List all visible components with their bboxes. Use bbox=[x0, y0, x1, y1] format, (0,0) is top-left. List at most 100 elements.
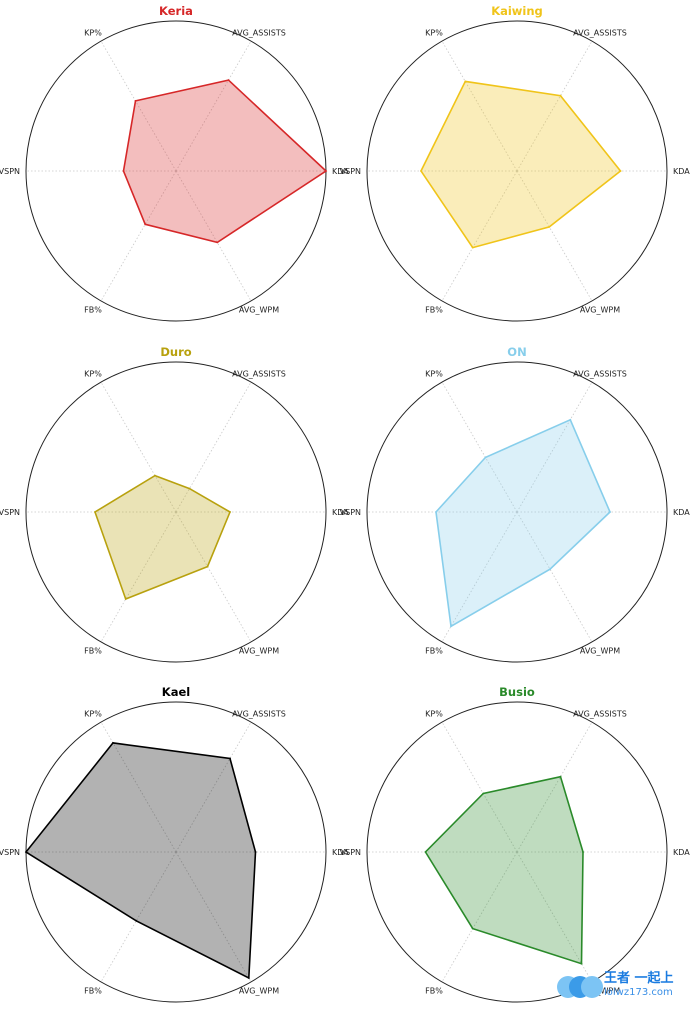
radar-series-kaiwing bbox=[420, 80, 622, 249]
axis-label-fb-: FB% bbox=[425, 646, 443, 655]
radar-point-kp% bbox=[464, 80, 467, 83]
radar-point-avg_assists bbox=[188, 487, 191, 490]
radar-point-kp% bbox=[154, 474, 156, 477]
radar-point-kp% bbox=[484, 456, 487, 459]
radar-spoke bbox=[100, 381, 177, 513]
radar-point-fb% bbox=[471, 927, 474, 930]
radar-spoke bbox=[175, 511, 252, 643]
radar-spoke bbox=[441, 40, 518, 172]
axis-label-kp-: KP% bbox=[425, 710, 443, 719]
axis-label-avg-assists: AVG_ASSISTS bbox=[232, 370, 286, 379]
radar-spoke bbox=[516, 170, 593, 302]
radar-point-kda bbox=[609, 511, 611, 513]
radar-chart-duro: KDA AVG_ASSISTS KP% VSPN FB% AVG_WPM Duro bbox=[0, 345, 349, 663]
watermark-badge-icon bbox=[557, 976, 603, 998]
axis-label-avg-assists: AVG_ASSISTS bbox=[573, 710, 627, 719]
radar-point-kda bbox=[582, 851, 584, 853]
radar-spoke bbox=[175, 721, 252, 853]
axis-label-avg-wpm: AVG_WPM bbox=[239, 986, 279, 995]
axis-label-avg-assists: AVG_ASSISTS bbox=[573, 29, 627, 38]
radar-point-avg_wpm bbox=[216, 241, 219, 244]
axis-label-vspn: VSPN bbox=[0, 167, 20, 176]
radar-point-fb% bbox=[135, 919, 138, 922]
axis-label-avg-wpm: AVG_WPM bbox=[580, 305, 620, 314]
radar-spoke bbox=[100, 40, 177, 172]
radar-point-fb% bbox=[124, 598, 127, 600]
axis-label-kp-: KP% bbox=[425, 370, 443, 379]
radar-outer-circle bbox=[25, 361, 327, 663]
chart-title: Busio bbox=[499, 685, 535, 699]
radar-series-duro bbox=[94, 474, 232, 601]
axis-label-avg-wpm: AVG_WPM bbox=[239, 305, 279, 314]
axis-label-vspn: VSPN bbox=[340, 167, 361, 176]
radar-spoke bbox=[441, 721, 518, 853]
axis-label-avg-assists: AVG_ASSISTS bbox=[232, 710, 286, 719]
radar-point-vspn bbox=[424, 851, 427, 853]
radar-outer-circle bbox=[366, 20, 668, 322]
chart-title: ON bbox=[507, 345, 526, 359]
radar-point-vspn bbox=[420, 170, 422, 172]
radar-chart-on: KDA AVG_ASSISTS KP% VSPN FB% AVG_WPM ON bbox=[340, 345, 690, 663]
radar-spoke bbox=[100, 511, 177, 643]
radar-chart-kael: KDA AVG_ASSISTS KP% VSPN FB% AVG_WPM Kael bbox=[0, 685, 349, 1003]
radar-spoke bbox=[516, 381, 593, 513]
radar-point-kda bbox=[229, 511, 231, 513]
axis-label-kp-: KP% bbox=[425, 29, 443, 38]
watermark-title: 王者 一起上 bbox=[604, 971, 674, 986]
axis-label-kp-: KP% bbox=[84, 29, 102, 38]
axis-label-fb-: FB% bbox=[84, 986, 102, 995]
radar-point-avg_assists bbox=[559, 94, 562, 97]
radar-spoke bbox=[441, 851, 518, 983]
radar-spoke bbox=[441, 170, 518, 302]
radar-point-kda bbox=[254, 851, 257, 853]
radar-spoke bbox=[441, 511, 518, 643]
chart-title: Keria bbox=[159, 4, 193, 18]
radar-point-kp% bbox=[134, 100, 137, 102]
radar-spoke bbox=[100, 851, 177, 983]
radar-point-vspn bbox=[122, 170, 125, 172]
axis-label-vspn: VSPN bbox=[340, 848, 361, 857]
axis-label-fb-: FB% bbox=[84, 305, 102, 314]
axis-label-fb-: FB% bbox=[425, 986, 443, 995]
radar-point-avg_wpm bbox=[580, 962, 583, 965]
radar-point-avg_assists bbox=[227, 79, 230, 81]
axis-label-avg-wpm: AVG_WPM bbox=[239, 646, 279, 655]
radar-spoke bbox=[175, 381, 252, 513]
radar-point-avg_assists bbox=[229, 757, 231, 760]
radar-spoke bbox=[175, 851, 252, 983]
chart-title: Kaiwing bbox=[491, 4, 543, 18]
axis-label-kda: KDA bbox=[332, 167, 349, 176]
radar-point-kda bbox=[325, 170, 327, 172]
radar-spoke bbox=[516, 511, 593, 643]
radar-outer-circle bbox=[366, 361, 668, 663]
radar-spoke bbox=[175, 170, 252, 302]
radar-point-kp% bbox=[112, 742, 114, 744]
radar-chart-kaiwing: KDA AVG_ASSISTS KP% VSPN FB% AVG_WPM Kaiwing bbox=[340, 4, 690, 322]
radar-outer-circle bbox=[366, 701, 668, 1003]
radar-point-fb% bbox=[144, 223, 147, 226]
radar-spoke bbox=[175, 40, 252, 172]
radar-series-kael bbox=[24, 742, 257, 980]
axis-label-kda: KDA bbox=[332, 508, 349, 517]
radar-point-vspn bbox=[25, 851, 27, 853]
radar-point-avg_assists bbox=[569, 418, 572, 421]
axis-label-avg-assists: AVG_ASSISTS bbox=[573, 370, 627, 379]
axis-label-vspn: VSPN bbox=[340, 508, 361, 517]
radar-spoke bbox=[516, 40, 593, 172]
radar-point-fb% bbox=[450, 625, 452, 628]
radar-point-avg_wpm bbox=[247, 977, 250, 979]
chart-title: Kael bbox=[162, 685, 190, 699]
chart-title: Duro bbox=[160, 345, 191, 359]
radar-chart-keria: KDA AVG_ASSISTS KP% VSPN FB% AVG_WPM Keria bbox=[0, 4, 349, 322]
radar-point-avg_assists bbox=[559, 775, 562, 778]
axis-label-kp-: KP% bbox=[84, 710, 102, 719]
radar-point-kda bbox=[619, 170, 622, 172]
watermark-subtitle: lolwz173.com bbox=[604, 987, 673, 998]
axis-label-vspn: VSPN bbox=[0, 848, 20, 857]
watermark-logo: 王者 一起上 lolwz173.com bbox=[556, 967, 686, 1003]
axis-label-kda: KDA bbox=[673, 848, 690, 857]
radar-spoke bbox=[516, 851, 593, 983]
axis-label-avg-wpm: AVG_WPM bbox=[580, 646, 620, 655]
